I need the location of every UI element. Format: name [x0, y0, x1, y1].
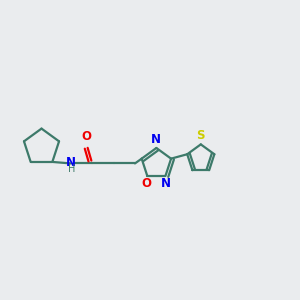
Text: N: N [152, 133, 161, 146]
Text: N: N [66, 156, 76, 169]
Text: N: N [161, 177, 171, 190]
Text: H: H [68, 164, 75, 174]
Text: O: O [82, 130, 92, 143]
Text: S: S [196, 129, 205, 142]
Text: O: O [141, 177, 151, 190]
